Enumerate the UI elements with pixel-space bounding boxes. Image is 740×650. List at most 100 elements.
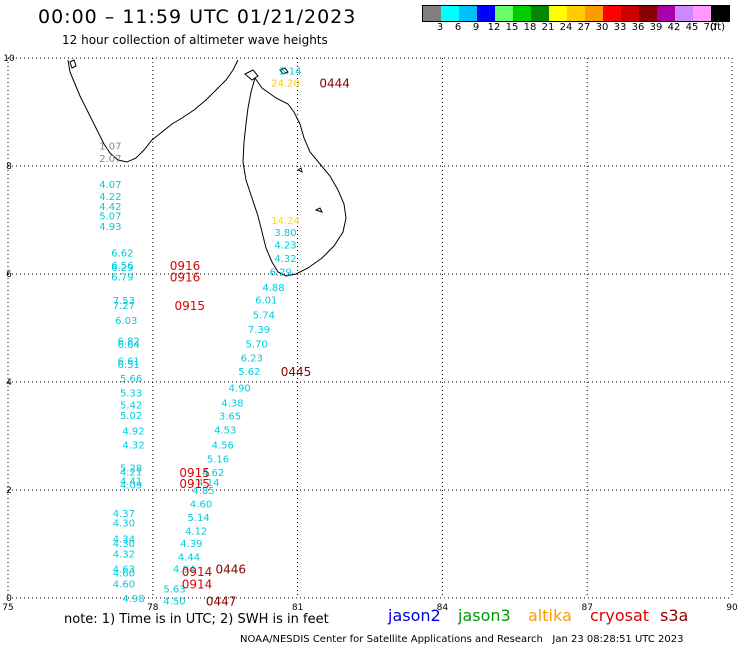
satellite-legend-altika: altika [528,606,572,625]
legend-label: 27 [577,22,591,33]
legend-label: 15 [505,22,519,33]
wave-height-value: 4.32 [113,550,135,561]
coastline [67,59,347,277]
wave-height-value: 5.14 [279,66,301,77]
legend-swatch [459,6,477,21]
wave-height-value: 4.44 [178,552,200,563]
credit-line: NOAA/NESDIS Center for Satellite Applica… [240,634,684,645]
wave-height-value: 3.80 [274,228,296,239]
wave-height-value: 6.29 [111,263,133,274]
small-island [314,207,323,213]
wave-height-value: 4.42 [99,202,121,213]
wave-height-value: 4.23 [274,240,296,251]
wave-height-value: 4.88 [262,283,284,294]
legend-label: 21 [541,22,555,33]
legend-swatch [513,6,531,21]
wave-height-value: 6.82 [118,336,140,347]
wave-height-value: 5.14 [188,513,210,524]
pass-time-label: 0444 [319,76,350,90]
legend-label: 45 [685,22,699,33]
legend-swatch [477,6,495,21]
jaffna-island [244,69,259,81]
wave-height-observations: 5.1424.201.072.074.074.224.425.074.936.6… [99,66,301,607]
wave-height-value: 4.07 [99,180,121,191]
wave-height-value: 5.16 [207,455,229,466]
wave-height-value: 1.07 [99,141,121,152]
legend-label: 30 [595,22,609,33]
wave-height-value: 4.39 [180,539,202,550]
wave-height-value: 4.90 [229,383,251,394]
wave-height-value: 5.66 [120,374,142,385]
y-tick-label: 8 [6,162,12,172]
satellite-legend-jason2: jason2 [388,606,441,625]
wave-height-value: 4.98 [122,594,144,605]
wave-height-value: 5.02 [120,411,142,422]
wave-height-value: 4.60 [113,579,135,590]
legend-label: 9 [472,22,480,33]
wave-height-value: 4.38 [221,399,243,410]
wave-height-value: 6.62 [111,248,133,259]
india-coastline [67,59,239,163]
wave-height-value: 4.32 [122,441,144,452]
wave-height-value: 24.20 [271,78,300,89]
wave-height-value: 4.22 [99,192,121,203]
pass-time-label: 0915 [179,466,210,480]
wave-height-value: 5.33 [120,388,142,399]
legend-swatch [639,6,657,21]
y-tick-label: 2 [6,486,12,496]
legend-label: 3 [436,22,444,33]
wave-height-value: 5.42 [120,401,142,412]
legend-swatch [585,6,603,21]
pass-time-label: 0914 [182,577,213,591]
wave-height-value: 4.60 [190,500,212,511]
x-tick-label: 78 [147,603,159,613]
wave-height-value: 6.03 [115,316,137,327]
pass-time-label: 0916 [170,271,201,285]
pass-time-label: 0445 [281,365,312,379]
wave-height-value: 6.61 [118,356,140,367]
x-tick-label: 90 [726,603,738,613]
wave-height-value: 4.56 [212,441,234,452]
color-legend-bar [422,5,730,22]
legend-swatch [657,6,675,21]
wave-height-value: 4.12 [185,527,207,538]
small-island [69,59,77,69]
wave-height-value: 4.92 [122,427,144,438]
y-tick-label: 0 [6,594,12,604]
pass-time-label: 0915 [179,477,210,491]
satellite-legend-s3a: s3a [660,606,689,625]
legend-swatch [423,6,441,21]
wave-height-value: 4.32 [274,254,296,265]
wave-height-value: 4.62 [202,468,224,479]
wave-height-value: 5.07 [99,212,121,223]
wave-height-value: 3.65 [219,411,241,422]
legend-swatch [531,6,549,21]
satellite-legend-jason3: jason3 [458,606,511,625]
x-tick-label: 87 [581,603,592,613]
wave-height-value: 6.51 [118,360,140,371]
y-tick-label: 6 [6,270,12,280]
legend-swatch [675,6,693,21]
legend-label: 70 [703,22,717,33]
wave-height-value: 4.21 [120,468,142,479]
wave-height-value: 5.74 [253,311,275,322]
satellite-legend-cryosat: cryosat [590,606,650,625]
pass-time-label: 0916 [170,259,201,273]
pass-time-label: 0914 [182,565,213,579]
axis-ticks: 75 78 81 84 87 90 0 2 4 6 8 10 [2,54,738,613]
wave-height-value: 6.56 [111,261,133,272]
wave-height-value: 4.60 [113,569,135,580]
wave-height-value: 4.63 [113,564,135,575]
wave-height-value: 4.94 [173,564,195,575]
wave-height-value: 5.62 [238,367,260,378]
wave-height-value: 6.01 [255,295,277,306]
wave-height-value: 2.07 [99,154,121,165]
legend-label: 24 [559,22,573,33]
wave-height-value: 4.34 [113,535,135,546]
legend-swatch [711,6,729,21]
pass-time-label: 0447 [206,595,237,609]
wave-height-value: 7.53 [113,296,135,307]
legend-label: 39 [649,22,663,33]
wave-height-value: 6.64 [118,340,140,351]
